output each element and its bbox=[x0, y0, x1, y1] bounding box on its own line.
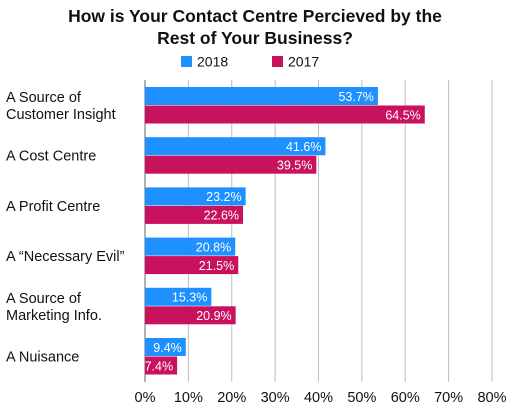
category-label: A Profit Centre bbox=[6, 199, 100, 215]
data-label: 15.3% bbox=[172, 291, 207, 305]
category-label: Marketing Info. bbox=[6, 308, 102, 324]
x-tick-label: 60% bbox=[391, 390, 420, 406]
legend-label-2018: 2018 bbox=[197, 54, 228, 70]
legend-swatch-2018 bbox=[181, 56, 192, 67]
chart-title-line: Rest of Your Business? bbox=[157, 28, 353, 48]
bar-2018 bbox=[145, 287, 212, 306]
data-label: 21.5% bbox=[199, 259, 234, 273]
x-tick-label: 10% bbox=[174, 390, 203, 406]
chart-title-line: How is Your Contact Centre Percieved by … bbox=[68, 6, 442, 26]
bar-2017 bbox=[145, 356, 178, 375]
bar-2017 bbox=[145, 256, 239, 275]
bar-2018 bbox=[145, 338, 186, 356]
legend-swatch-2017 bbox=[272, 56, 283, 67]
data-label: 7.4% bbox=[145, 359, 174, 373]
legend: 2018 2017 bbox=[181, 54, 319, 70]
category-label: A Cost Centre bbox=[6, 149, 96, 165]
x-tick-label: 80% bbox=[477, 390, 506, 406]
bar-2017 bbox=[145, 155, 317, 174]
bar-2018 bbox=[145, 137, 326, 156]
bar-2017 bbox=[145, 105, 425, 124]
data-label: 20.8% bbox=[196, 240, 231, 254]
bar-2018 bbox=[145, 237, 236, 256]
category-label: Customer Insight bbox=[6, 107, 116, 123]
x-tick-label: 20% bbox=[217, 390, 246, 406]
category-label: A “Necessary Evil” bbox=[6, 249, 125, 265]
bars: 53.7% 64.5% 41.6% 39.5% 23.2% 22.6% 20.8% 21.5%… bbox=[145, 87, 425, 375]
x-tick-label: 30% bbox=[261, 390, 290, 406]
category-label: A Source of bbox=[6, 90, 82, 106]
legend-label-2017: 2017 bbox=[288, 54, 319, 70]
bar-2017 bbox=[145, 205, 244, 224]
x-tick-label: 70% bbox=[434, 390, 463, 406]
x-tick-label: 40% bbox=[304, 390, 333, 406]
bar-2017 bbox=[145, 306, 236, 325]
gridlines bbox=[144, 80, 493, 382]
data-label: 39.5% bbox=[277, 158, 312, 172]
x-axis-ticks: 0% 10% 20% 30% 40% 50% 60% 70% 80% bbox=[135, 390, 507, 406]
data-label: 53.7% bbox=[338, 90, 373, 104]
category-label: A Nuisance bbox=[6, 350, 79, 366]
data-label: 41.6% bbox=[286, 140, 321, 154]
data-label: 22.6% bbox=[204, 209, 239, 223]
bar-2018 bbox=[145, 187, 246, 206]
x-tick-label: 50% bbox=[347, 390, 376, 406]
data-label: 20.9% bbox=[196, 309, 231, 323]
x-tick-label: 0% bbox=[135, 390, 156, 406]
data-label: 9.4% bbox=[153, 341, 182, 355]
data-label: 23.2% bbox=[206, 190, 241, 204]
chart-title: How is Your Contact Centre Percieved by … bbox=[68, 6, 442, 48]
bar-2018 bbox=[145, 87, 378, 105]
category-label: A Source of bbox=[6, 291, 82, 307]
data-label: 64.5% bbox=[385, 108, 420, 122]
